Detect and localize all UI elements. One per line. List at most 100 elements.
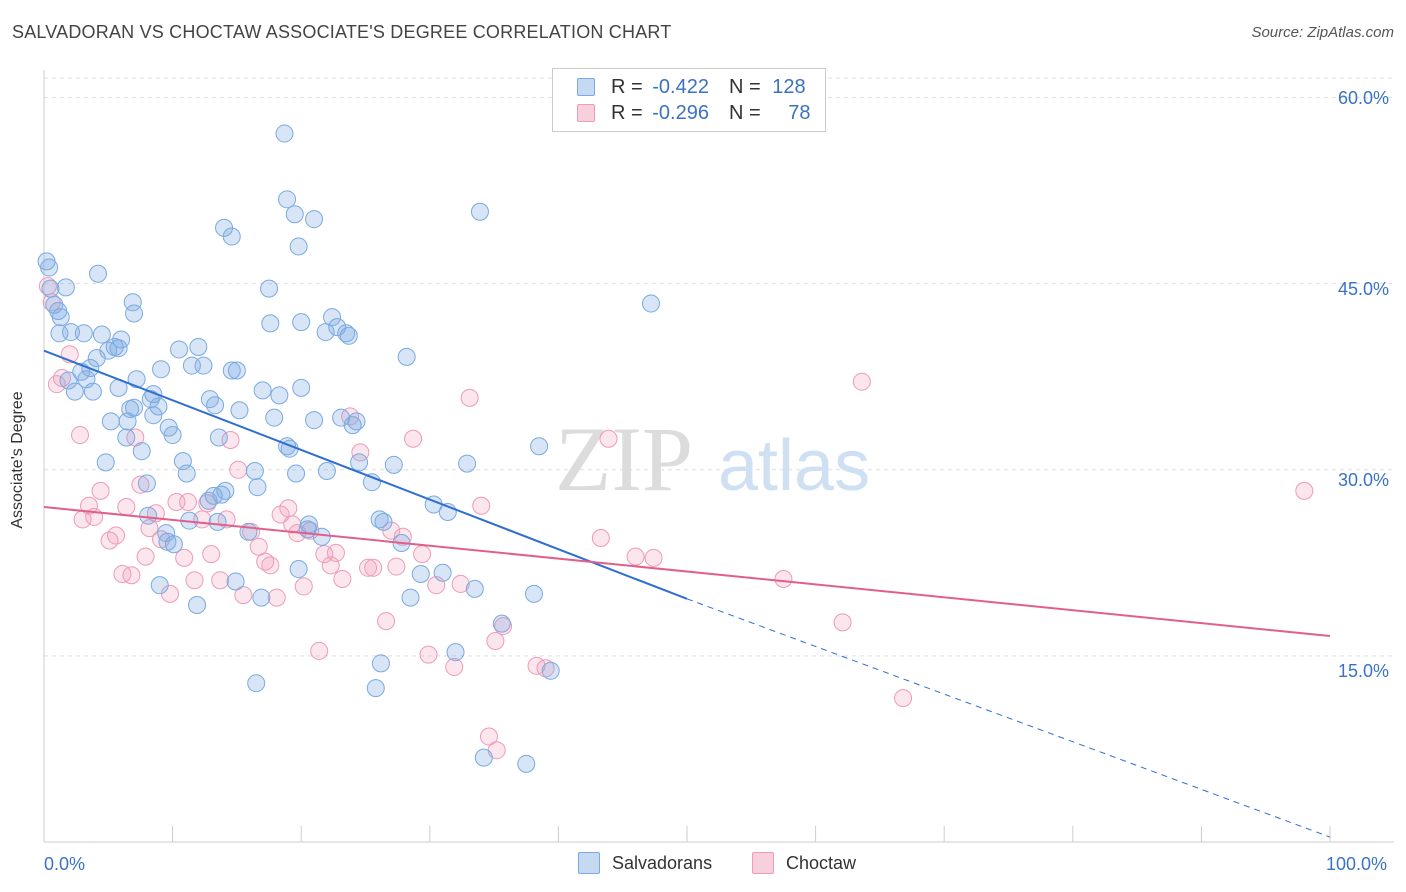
salvadoran-point (127, 370, 146, 389)
salvadoran-point (204, 486, 223, 505)
choctaw-point (229, 460, 248, 479)
salvadoran-point (305, 210, 324, 229)
salvadoran-point (289, 560, 308, 579)
salvadoran-point (347, 412, 366, 431)
salvadoran-point (261, 314, 280, 333)
choctaw-point (451, 574, 470, 593)
salvadoran-point (248, 478, 267, 497)
choctaw-point (599, 429, 618, 448)
choctaw-point (175, 548, 194, 567)
choctaw-point (73, 510, 92, 529)
x-tick-label: 0.0% (44, 854, 86, 874)
salvadoran-point (216, 481, 235, 500)
salvadoran-point (137, 474, 156, 493)
choctaw-point (117, 498, 136, 517)
salvadoran-point (312, 527, 331, 546)
salvadoran-point (287, 464, 306, 483)
y-tick-label: 60.0% (1338, 88, 1390, 108)
salvadoran-point (323, 308, 342, 327)
source-label: Source: ZipAtlas.com (1251, 24, 1394, 41)
salvadoran-point (41, 279, 60, 298)
choctaw-legend-icon (752, 852, 774, 874)
salvadoran-point (260, 279, 279, 298)
y-tick-label: 30.0% (1338, 470, 1390, 490)
salvadoran-point (89, 264, 108, 283)
choctaw-point (774, 569, 793, 588)
choctaw-legend-label: Choctaw (786, 852, 857, 873)
choctaw-point (113, 565, 132, 584)
salvadoran-point (125, 398, 144, 417)
salvadoran-point (524, 584, 543, 603)
salvadoran-point (222, 227, 241, 246)
salvadorans-swatch-icon (577, 78, 595, 96)
choctaw-point (393, 527, 412, 546)
salvadoran-point (374, 512, 393, 531)
salvadoran-point (401, 588, 420, 607)
salvadoran-point (289, 237, 308, 256)
r-value: -0.296 (652, 101, 709, 124)
salvadoran-point (158, 532, 177, 551)
salvadoran-point (530, 437, 549, 456)
salvadoran-point (83, 382, 102, 401)
choctaw-point (267, 588, 286, 607)
salvadoran-point (96, 453, 115, 472)
salvadoran-point (337, 324, 356, 343)
salvadoran-point (170, 340, 189, 359)
salvadoran-point (125, 304, 144, 323)
choctaw-trend-line (43, 506, 1331, 638)
salvadoran-point (152, 360, 171, 379)
n-value: 128 (772, 75, 806, 98)
n-value: 78 (788, 101, 811, 124)
salvadoran-point (265, 408, 284, 427)
salvadoran-point (117, 428, 136, 447)
salvadoran-point (222, 361, 241, 380)
choctaw-point (413, 545, 432, 564)
choctaw-point (351, 443, 370, 462)
salvadoran-point (465, 579, 484, 598)
salvadoran-point (366, 679, 385, 698)
salvadoran-point (474, 748, 493, 767)
choctaw-point (211, 571, 230, 590)
salvadoran-point (189, 337, 208, 356)
choctaw-point (326, 543, 345, 562)
salvadoran-point (230, 401, 249, 420)
choctaw-point (419, 645, 438, 664)
salvadoran-point (226, 572, 245, 591)
salvadoran-point (188, 596, 207, 615)
watermark-zip: ZIP (555, 408, 693, 510)
salvadoran-point (316, 323, 335, 342)
salvadoran-point (253, 381, 272, 400)
salvadoran-point (350, 453, 369, 472)
r-value: -0.422 (652, 75, 709, 98)
salvadoran-point (492, 614, 511, 633)
salvadoran-point (208, 512, 227, 531)
choctaw-point (249, 537, 268, 556)
salvadoran-point (305, 411, 324, 430)
salvadoran-point (65, 382, 84, 401)
salvadoran-point (150, 576, 169, 595)
choctaw-point (626, 547, 645, 566)
choctaw-point (122, 566, 141, 585)
choctaw-point (91, 481, 110, 500)
salvadoran-point (56, 278, 75, 297)
salvadoran-point (470, 202, 489, 221)
salvadoran-trend-extension (686, 598, 1331, 838)
choctaw-point (315, 545, 334, 564)
choctaw-point (472, 496, 491, 515)
choctaw-swatch-icon (577, 104, 595, 122)
salvadorans-legend-icon (578, 852, 600, 874)
salvadoran-point (247, 674, 266, 693)
salvadoran-point (292, 313, 311, 332)
salvadoran-point (101, 412, 120, 431)
choctaw-point (377, 612, 396, 631)
choctaw-point (486, 632, 505, 651)
r-label: R = (611, 75, 649, 98)
choctaw-point (185, 571, 204, 590)
salvadoran-point (132, 442, 151, 461)
choctaw-point (404, 429, 423, 448)
choctaw-point (261, 556, 280, 575)
bottom-legend-salvadorans: Salvadorans (578, 852, 712, 874)
legend-row-choctaw: R = -0.296 N = 78 (577, 101, 810, 125)
watermark-atlas: atlas (718, 426, 870, 506)
